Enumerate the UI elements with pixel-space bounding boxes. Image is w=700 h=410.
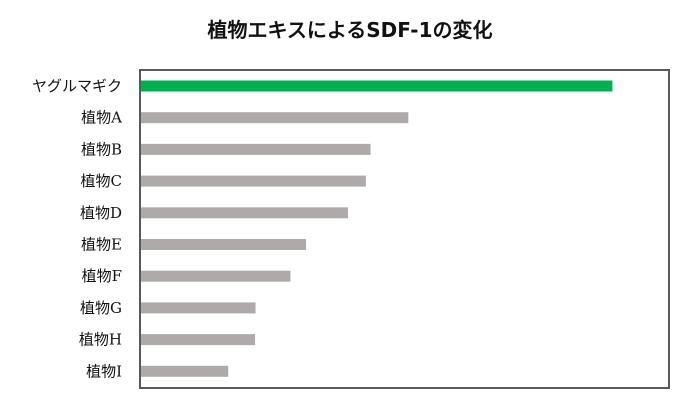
category-label: 植物E — [81, 236, 122, 254]
plot-frame — [139, 69, 670, 389]
bar — [141, 112, 409, 124]
category-label: 植物G — [80, 299, 122, 317]
category-label: ヤグルマギク — [32, 77, 122, 95]
category-label: 植物D — [80, 204, 122, 222]
chart-title: 植物エキスによるSDF-1の変化 — [207, 18, 493, 42]
bar — [141, 365, 229, 377]
bar — [141, 207, 348, 219]
bar — [141, 302, 256, 314]
bar — [141, 175, 366, 187]
category-label: 植物C — [81, 172, 122, 190]
bar — [141, 334, 256, 346]
bar — [141, 270, 291, 282]
category-label: 植物B — [81, 140, 122, 158]
bar — [141, 80, 613, 92]
category-label: 植物I — [86, 362, 122, 380]
bar — [141, 239, 306, 250]
category-label: 植物H — [79, 331, 122, 349]
category-label: 植物F — [82, 267, 122, 285]
category-label: 植物A — [81, 109, 122, 127]
bar — [141, 143, 371, 155]
